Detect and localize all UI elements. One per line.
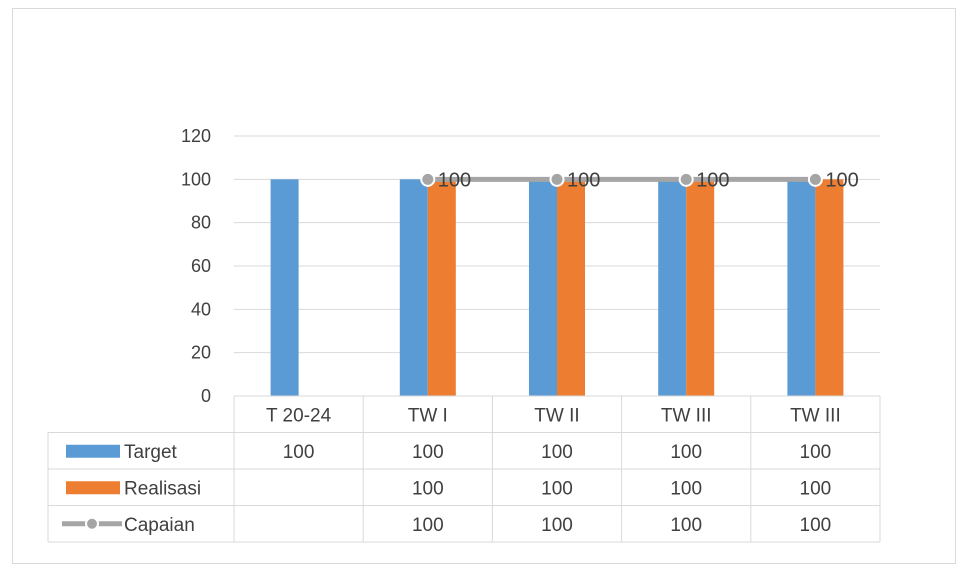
capaian-marker (807, 171, 823, 187)
table-cell: 100 (541, 442, 573, 463)
realisasi-bar (686, 179, 715, 396)
target-bar (399, 179, 428, 396)
table-cell: 100 (283, 442, 315, 463)
x-category-label: TW II (534, 405, 579, 426)
table-cell: 100 (670, 515, 702, 536)
x-category-label: TW I (408, 405, 448, 426)
target-bar (658, 179, 687, 396)
capaian-legend-marker (85, 516, 99, 531)
capaian-marker (420, 171, 436, 187)
capaian-data-label: 100 (438, 169, 471, 191)
y-tick-label: 20 (191, 343, 211, 363)
y-tick-label: 80 (191, 213, 211, 233)
realisasi-bar (815, 179, 844, 396)
y-tick-label: 120 (181, 126, 211, 146)
table-cell: 100 (670, 442, 702, 463)
x-category-label: TW III (790, 405, 841, 426)
target-bar (787, 179, 816, 396)
legend-label-realisasi: Realisasi (124, 478, 201, 499)
y-tick-label: 60 (191, 256, 211, 276)
x-category-label: T 20-24 (266, 405, 332, 426)
table-cell: 100 (670, 478, 702, 499)
target-legend-key (66, 444, 120, 458)
table-cell: 100 (541, 515, 573, 536)
y-tick-label: 40 (191, 299, 211, 319)
capaian-data-label: 100 (696, 169, 729, 191)
table-cell: 100 (412, 442, 444, 463)
y-tick-label: 0 (201, 386, 211, 406)
target-bar (529, 179, 557, 396)
realisasi-bar (557, 179, 585, 396)
table-cell: 100 (541, 478, 573, 499)
table-cell: 100 (800, 478, 832, 499)
x-category-label: TW III (661, 405, 712, 426)
table-cell: 100 (412, 478, 444, 499)
capaian-marker (678, 171, 694, 187)
legend-label-capaian: Capaian (124, 515, 195, 536)
y-tick-label: 100 (181, 169, 211, 189)
capaian-data-label: 100 (825, 169, 858, 191)
realisasi-legend-key (66, 481, 120, 495)
target-bar (270, 179, 299, 396)
capaian-marker (549, 171, 565, 187)
capaian-data-label: 100 (567, 169, 600, 191)
table-cell: 100 (412, 515, 444, 536)
legend-label-target: Target (124, 442, 178, 463)
realisasi-bar (427, 179, 456, 396)
table-cell: 100 (800, 442, 832, 463)
table-cell: 100 (800, 515, 832, 536)
